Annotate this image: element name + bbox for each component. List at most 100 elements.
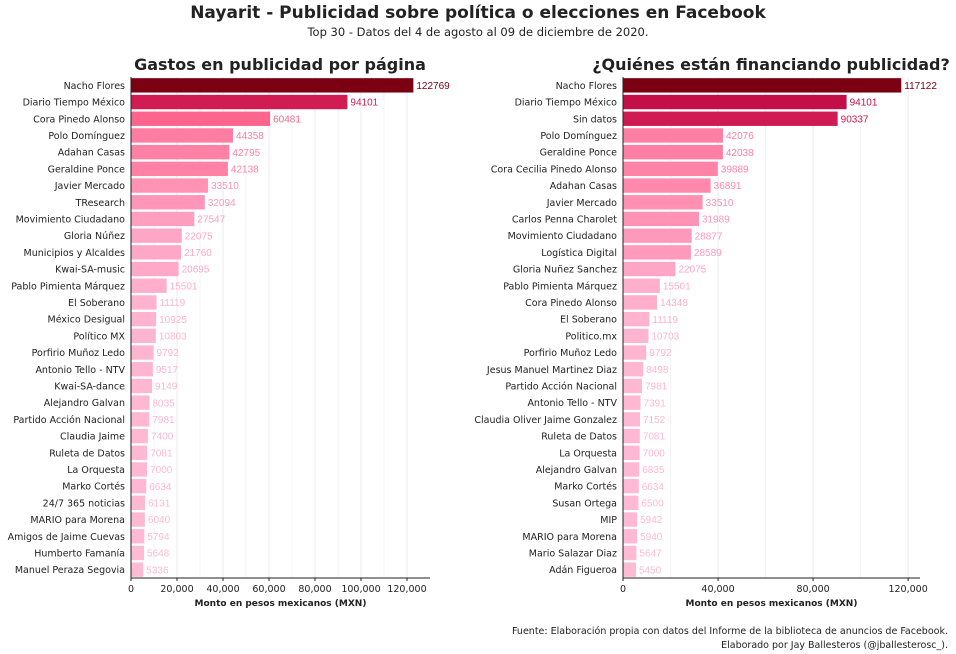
bar: [623, 111, 838, 126]
value-label: 6040: [148, 515, 171, 526]
category-label: Javier Mercado: [546, 198, 617, 209]
source-caption: Fuente: Elaboración propia con datos del…: [511, 626, 948, 637]
category-label: MARIO para Morena: [30, 515, 125, 526]
category-label: 24/7 365 noticias: [43, 498, 125, 509]
category-label: Humberto Famanía: [34, 548, 125, 559]
value-label: 6500: [641, 498, 664, 509]
bar: [623, 378, 642, 394]
value-label: 7400: [151, 432, 174, 443]
bar: [131, 395, 150, 410]
category-label: Jesus Manuel Martinez Diaz: [486, 365, 617, 376]
value-label: 5336: [146, 565, 169, 576]
value-label: 117122: [904, 81, 937, 92]
value-label: 7981: [152, 415, 175, 426]
bar: [131, 328, 156, 344]
category-label: Javier Mercado: [54, 181, 125, 192]
value-label: 60481: [273, 114, 301, 125]
category-label: Adán Figueroa: [549, 565, 617, 576]
value-label: 20695: [182, 265, 210, 276]
bar: [623, 395, 641, 410]
chart-title: ¿Quiénes están financiando publicidad?: [592, 55, 950, 74]
value-label: 5942: [640, 515, 663, 526]
value-label: 9149: [155, 382, 178, 393]
category-label: Nacho Flores: [556, 81, 617, 92]
category-label: TResearch: [75, 198, 125, 209]
bar: [131, 462, 148, 477]
value-label: 6835: [642, 465, 665, 476]
category-label: Polo Domínguez: [48, 131, 125, 142]
x-axis-label: Monto en pesos mexicanos (MXN): [195, 599, 367, 609]
bar: [131, 228, 182, 243]
value-label: 8035: [152, 398, 175, 409]
bar: [623, 362, 644, 377]
bar: [623, 328, 649, 344]
value-label: 94101: [850, 98, 878, 109]
bar: [623, 545, 637, 561]
value-label: 10803: [159, 331, 187, 342]
value-label: 42138: [231, 164, 259, 175]
category-label: Porfirio Muñoz Ledo: [524, 348, 618, 359]
value-label: 32094: [208, 198, 236, 209]
value-label: 122769: [416, 81, 450, 92]
category-label: El Soberano: [68, 298, 125, 309]
chart-title: Gastos en publicidad por página: [134, 55, 426, 74]
value-label: 15501: [170, 281, 198, 292]
category-label: Partido Acción Nacional: [13, 415, 125, 426]
value-label: 14348: [660, 298, 688, 309]
bar: [623, 495, 639, 511]
bar: [131, 278, 167, 293]
value-label: 31989: [702, 215, 730, 226]
value-label: 42076: [726, 131, 754, 142]
category-label: Gloria Nuñez Sanchez: [513, 265, 617, 276]
credit-caption: Elaborado por Jay Ballesteros (@jballest…: [721, 640, 948, 651]
bar: [623, 512, 638, 527]
bar: [623, 445, 640, 460]
category-label: Diario Tiempo México: [23, 98, 126, 109]
value-label: 22075: [185, 231, 213, 242]
category-label: Antonio Tello - NTV: [527, 398, 617, 409]
value-label: 42038: [726, 148, 754, 159]
x-tick-label: 20,000: [160, 584, 193, 595]
category-label: Amigos de Jaime Cuevas: [8, 532, 125, 543]
category-label: La Orquesta: [67, 465, 125, 476]
value-label: 9792: [649, 348, 672, 359]
x-tick-label: 60,000: [252, 584, 285, 595]
bar: [623, 428, 640, 444]
bar: [131, 295, 157, 310]
value-label: 7000: [150, 465, 173, 476]
value-label: 22075: [678, 265, 706, 276]
category-label: Kwai-SA-dance: [54, 381, 125, 392]
category-label: Polo Domínguez: [540, 131, 617, 142]
bar: [623, 462, 640, 477]
value-label: 39889: [721, 164, 749, 175]
value-label: 15501: [663, 281, 691, 292]
bar: [131, 78, 414, 93]
bar: [131, 412, 150, 427]
category-label: Carlos Penna Charolet: [512, 214, 617, 225]
value-label: 90337: [841, 114, 869, 125]
bar: [131, 428, 149, 444]
bar: [131, 161, 228, 177]
bar: [131, 495, 146, 511]
bar: [131, 445, 148, 460]
value-label: 27547: [197, 215, 225, 226]
bar: [131, 478, 147, 494]
x-tick-label: 120,000: [387, 584, 426, 595]
x-tick-label: 0: [620, 584, 626, 595]
category-label: Geraldine Ponce: [48, 164, 126, 175]
value-label: 5648: [147, 549, 170, 560]
value-label: 11119: [652, 315, 678, 326]
bar: [623, 562, 636, 577]
category-label: El Soberano: [560, 315, 617, 326]
category-label: Politico.mx: [565, 331, 617, 342]
bar: [131, 311, 157, 327]
figure-title: Nayarit - Publicidad sobre política o el…: [190, 3, 766, 23]
bar: [131, 261, 179, 277]
value-label: 5940: [640, 532, 663, 543]
bar: [131, 128, 234, 143]
value-label: 21760: [184, 248, 212, 259]
category-label: Cora Pinedo Alonso: [525, 298, 617, 309]
category-label: Cora Cecilia Pinedo Alonso: [491, 164, 617, 175]
category-label: Nacho Flores: [64, 81, 125, 92]
bar: [623, 345, 647, 360]
